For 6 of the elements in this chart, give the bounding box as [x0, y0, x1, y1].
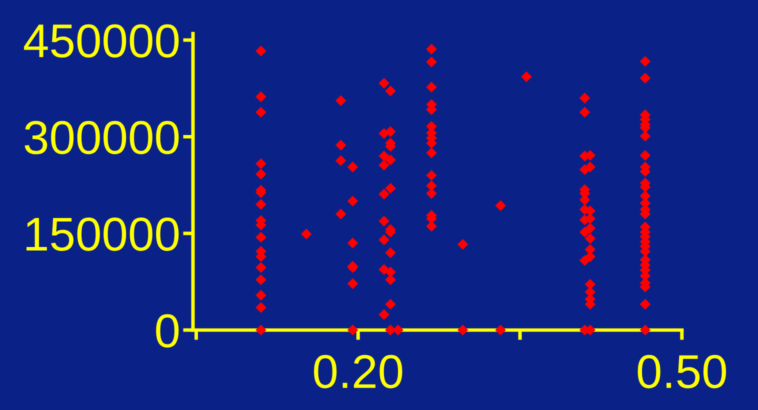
y-tick-label: 0: [156, 314, 179, 348]
y-tick-label: 300000: [24, 120, 179, 154]
x-tick-label: 0.50: [638, 354, 726, 388]
y-tick-label: 450000: [24, 24, 179, 58]
x-tick-label: 0.20: [314, 354, 402, 388]
y-tick-label: 150000: [26, 218, 179, 251]
